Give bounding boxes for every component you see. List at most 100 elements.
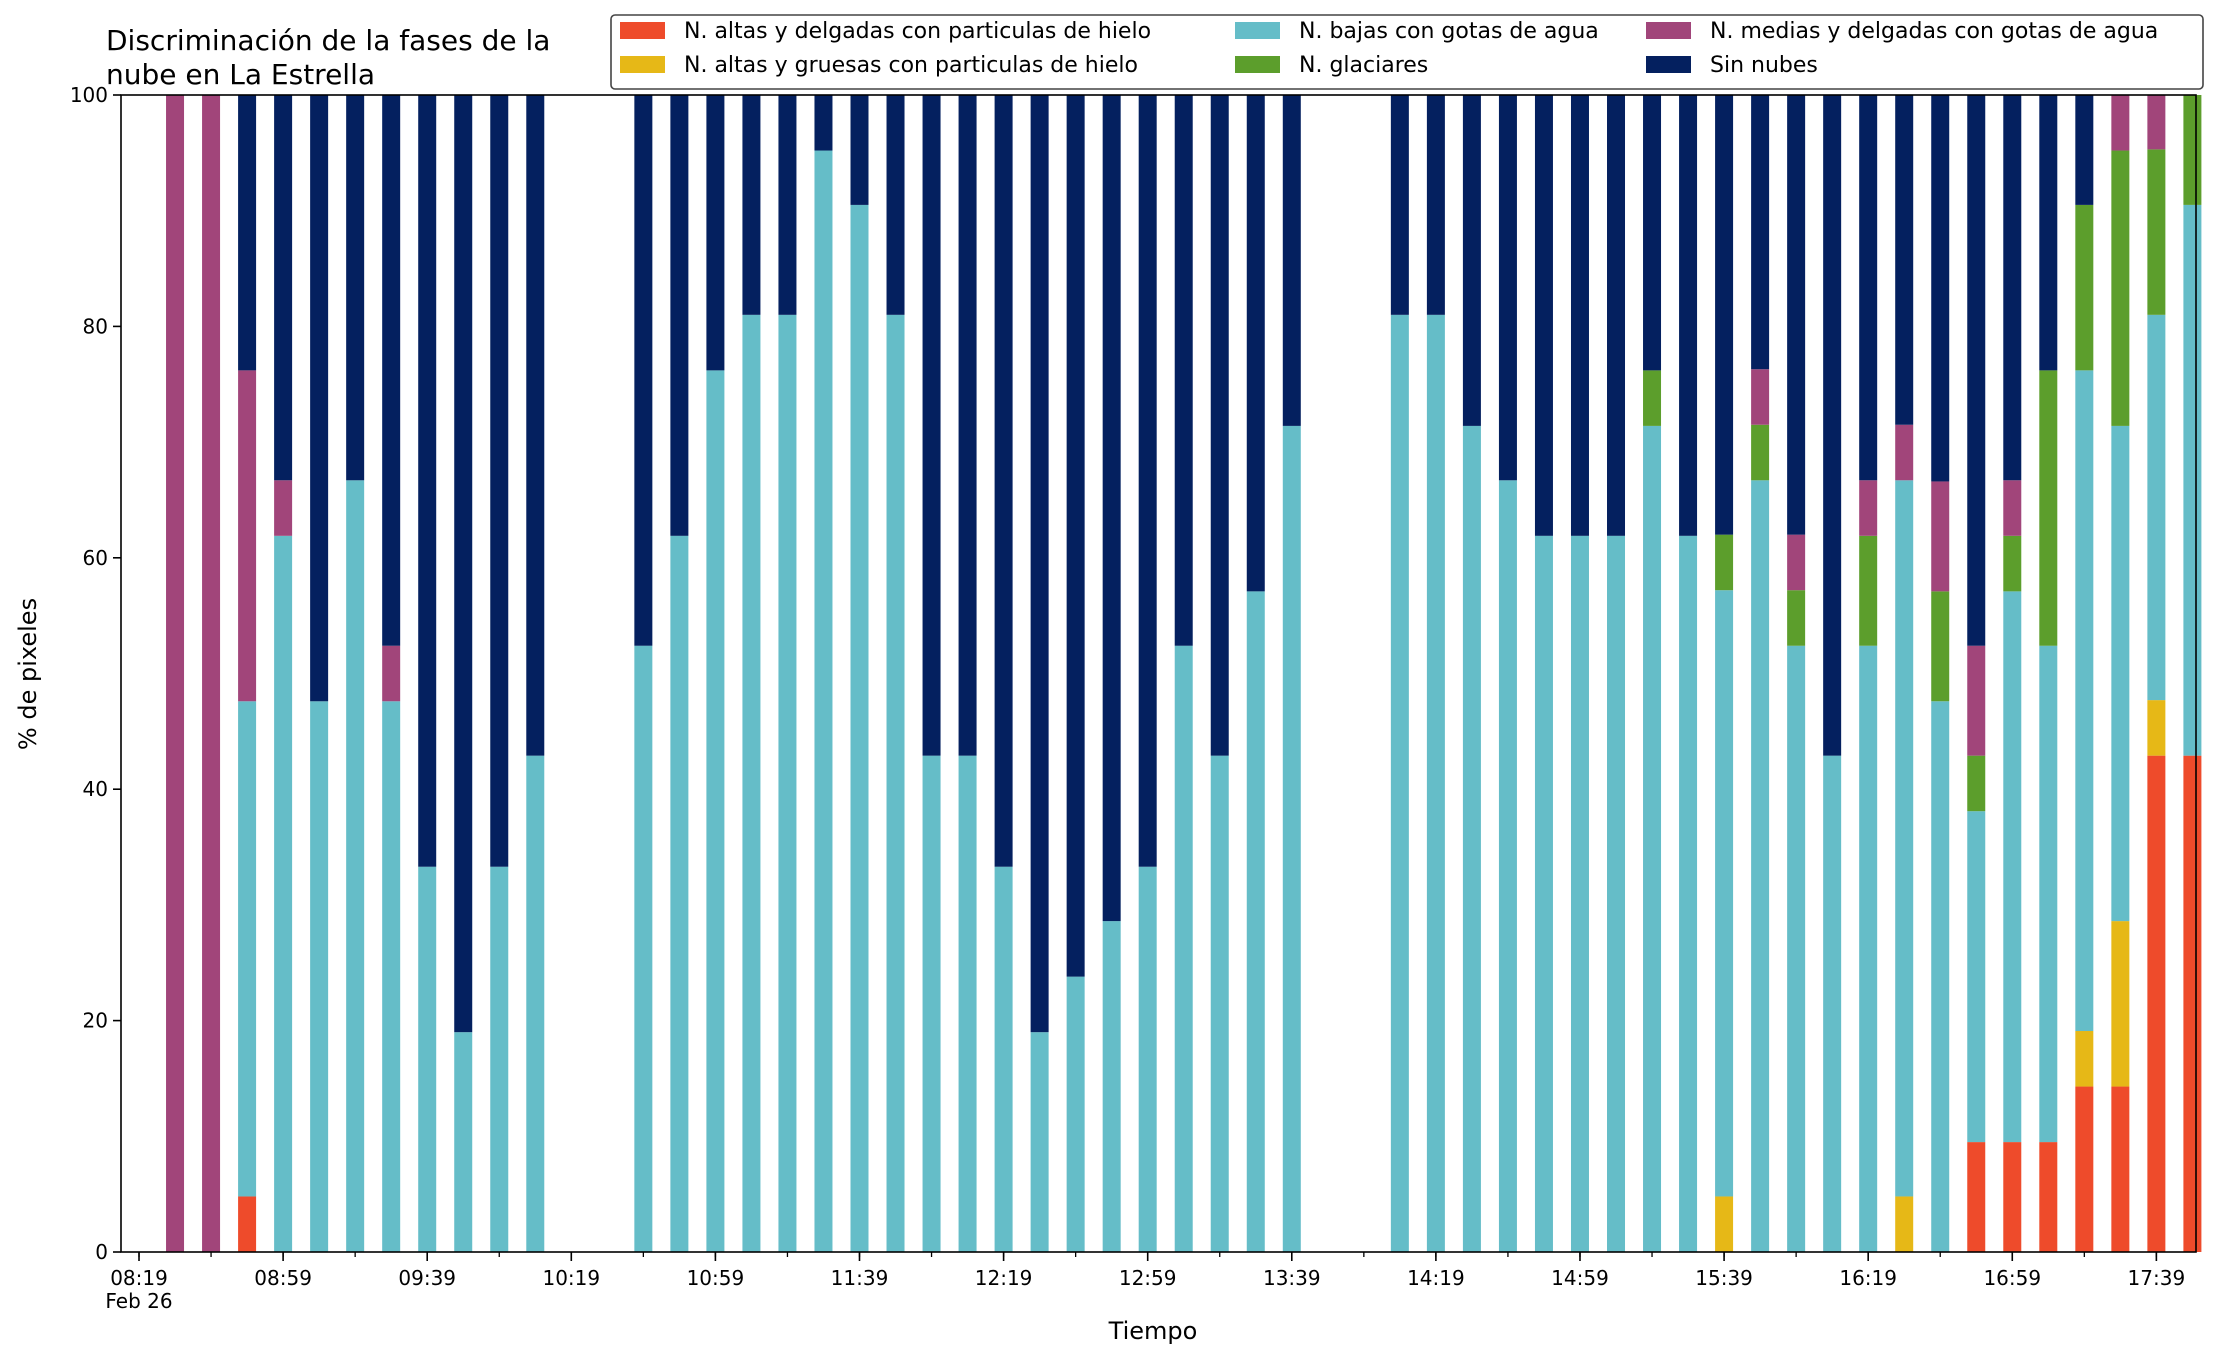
bar-segment — [526, 755, 545, 1252]
legend-item: Sin nubes — [1646, 53, 1818, 78]
chart-title-line1: Discriminación de la fases de la — [106, 24, 550, 57]
legend-label: Sin nubes — [1710, 53, 1818, 78]
bar-stack-0849 — [238, 95, 257, 1252]
x-tick-label: 16:59 — [1983, 1266, 2041, 1290]
bar-segment — [1967, 645, 1986, 756]
bar-segment — [1859, 480, 1878, 536]
bar-segment — [1390, 95, 1409, 315]
bar-segment — [2003, 535, 2022, 592]
bar-segment — [2147, 755, 2166, 1252]
bar-segment — [418, 866, 437, 1252]
bar-segment — [706, 95, 725, 371]
bar-segment — [1607, 95, 1626, 536]
bar-stack-1249 — [1102, 95, 1121, 1252]
bar-segment — [670, 95, 689, 536]
bar-segment — [1751, 369, 1770, 425]
x-tick-label: 15:39 — [1695, 1266, 1753, 1290]
bar-segment — [346, 480, 365, 1252]
legend-swatch — [620, 22, 665, 39]
bar-segment — [2147, 314, 2166, 701]
bar-stack-1309 — [1174, 95, 1193, 1252]
bar-segment — [1931, 481, 1950, 592]
bar-segment — [958, 95, 977, 756]
bar-stack-1719 — [2075, 95, 2094, 1252]
bar-stack-1619 — [1859, 95, 1878, 1252]
bar-segment — [1715, 1196, 1734, 1252]
bar-stack-1209 — [958, 95, 977, 1252]
bar-segment — [274, 535, 293, 1252]
bar-segment — [2111, 425, 2130, 922]
bar-stack-1609 — [1823, 95, 1842, 1252]
bar-segment — [2183, 204, 2202, 756]
bars-layer — [166, 95, 2202, 1253]
bar-segment — [1643, 425, 1662, 1252]
bar-stack-1339 — [1282, 95, 1301, 1252]
bar-stack-1549 — [1751, 95, 1770, 1252]
bar-segment — [1138, 866, 1157, 1252]
bar-segment — [1787, 590, 1806, 646]
legend: N. altas y delgadas con particulas de hi… — [610, 14, 2204, 90]
legend-swatch — [1235, 56, 1280, 73]
x-tick-label: 13:39 — [1263, 1266, 1321, 1290]
bar-segment — [490, 95, 509, 867]
bar-segment — [2183, 755, 2202, 1252]
bar-segment — [742, 314, 761, 1253]
bar-stack-1219 — [994, 95, 1013, 1252]
bar-stack-1739 — [2147, 95, 2166, 1252]
bar-stack-1639 — [1931, 95, 1950, 1252]
bar-stack-0939 — [418, 95, 437, 1252]
bar-segment — [1282, 425, 1301, 1252]
bar-segment — [1931, 95, 1950, 482]
bar-stack-0929 — [382, 95, 401, 1252]
bar-stack-1319 — [1210, 95, 1229, 1252]
bar-segment — [1787, 95, 1806, 535]
bar-segment — [850, 95, 869, 205]
bar-segment — [1931, 701, 1950, 1252]
bar-segment — [1462, 425, 1481, 1252]
chart-title-line2: nube en La Estrella — [106, 58, 375, 91]
y-tick-label: 0 — [95, 1240, 108, 1264]
bar-segment — [1715, 590, 1734, 1197]
bar-stack-1729 — [2111, 95, 2130, 1252]
bar-segment — [274, 95, 293, 481]
bar-segment — [2075, 204, 2094, 371]
bar-segment — [1426, 95, 1445, 315]
bar-segment — [958, 755, 977, 1252]
bar-segment — [1462, 95, 1481, 426]
bar-segment — [2147, 149, 2166, 315]
bar-stack-1239 — [1066, 95, 1085, 1252]
legend-box — [610, 14, 2204, 90]
bar-segment — [2075, 1031, 2094, 1087]
bar-segment — [1823, 755, 1842, 1252]
bar-stack-1009 — [526, 95, 545, 1252]
bar-segment — [1679, 95, 1698, 536]
x-tick-label: 14:59 — [1551, 1266, 1609, 1290]
bar-segment — [1931, 591, 1950, 702]
bar-segment — [634, 645, 653, 1252]
bar-segment — [526, 95, 545, 756]
bar-segment — [742, 95, 761, 315]
bar-segment — [1751, 424, 1770, 481]
bar-stack-1119 — [778, 95, 797, 1253]
bar-segment — [346, 95, 365, 481]
x-tick-label: 10:59 — [687, 1266, 745, 1290]
legend-item: N. altas y gruesas con particulas de hie… — [620, 53, 1138, 78]
bar-segment — [1859, 645, 1878, 1252]
bar-segment — [1246, 95, 1265, 592]
bar-segment — [2039, 645, 2058, 1143]
plot-frame — [120, 94, 2197, 1253]
bar-segment — [1679, 535, 1698, 1252]
bar-segment — [1715, 534, 1734, 591]
bar-stack-1509 — [1607, 95, 1626, 1252]
bar-segment — [2111, 95, 2130, 151]
bar-segment — [1715, 95, 1734, 535]
bar-segment — [1751, 480, 1770, 1252]
legend-item: N. bajas con gotas de agua — [1235, 19, 1599, 44]
bar-segment — [2147, 95, 2166, 150]
bar-segment — [1967, 1142, 1986, 1252]
legend-label: N. glaciares — [1299, 53, 1428, 78]
bar-stack-1409 — [1390, 95, 1409, 1253]
bar-segment — [850, 204, 869, 1252]
bar-segment — [490, 866, 509, 1252]
